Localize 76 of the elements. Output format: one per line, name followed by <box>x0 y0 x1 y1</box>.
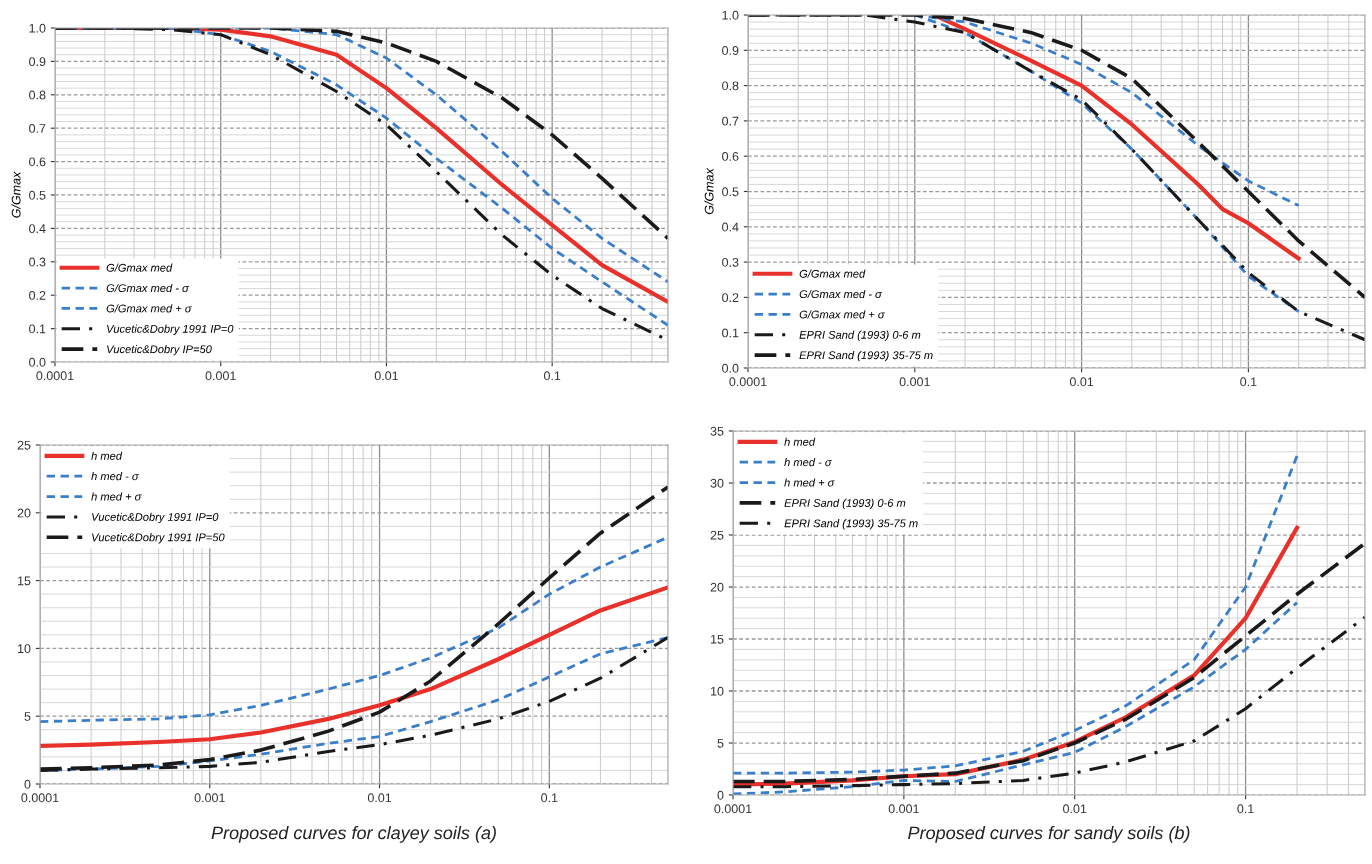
legend-label: Vucetic&Dobry 1991 IP=0 <box>92 512 219 524</box>
legend-label: h med <box>91 451 123 460</box>
y-tick-label: 0.8 <box>722 81 739 91</box>
legend-label: h med - σ <box>91 472 139 481</box>
y-tick-label: 0.0 <box>29 357 46 367</box>
y-tick-label: 0.1 <box>722 328 739 338</box>
y-tick-label: 20 <box>17 508 31 518</box>
y-tick-label: 0.1 <box>29 324 46 334</box>
y-tick-label: 0.6 <box>29 157 46 167</box>
y-tick-label: 0.7 <box>722 116 739 126</box>
legend-label: Vucetic&Dobry 1991 IP=0 <box>107 324 234 335</box>
y-tick-label: 15 <box>18 576 31 586</box>
x-tick-label: 0.1 <box>1240 377 1257 387</box>
legend-label: EPRI Sand (1993) 0-6 m <box>799 330 921 341</box>
y-tick-label: 0.5 <box>722 187 739 197</box>
legend-label: G/Gmax med <box>106 263 173 272</box>
x-tick-label: 0.01 <box>374 371 398 381</box>
x-tick-label: 0.0001 <box>729 377 767 387</box>
legend-label: G/Gmax med - σ <box>799 289 883 299</box>
y-tick-label: 0 <box>24 779 31 789</box>
legend-label: EPRI Sand (1993) 35-75 m <box>784 519 918 530</box>
y-tick-label: 10 <box>18 644 31 654</box>
legend-label: h med <box>784 437 816 446</box>
y-tick-label: 0 <box>717 790 724 800</box>
x-tick-label: 0.001 <box>205 371 236 381</box>
y-tick-label: 1.0 <box>722 10 739 20</box>
legend-label: G/Gmax med <box>799 269 866 278</box>
x-tick-label: 0.001 <box>194 793 225 803</box>
text: Proposed curves for clayey soils (a) <box>211 826 496 843</box>
y-tick-label: 0.3 <box>29 257 46 267</box>
y-tick-label: 20 <box>710 582 724 592</box>
y-tick-label: 0.0 <box>722 363 739 373</box>
legend-label: EPRI Sand (1993) 35-75 m <box>799 350 933 362</box>
y-tick-label: 1.0 <box>29 23 46 33</box>
y-tick-label: 30 <box>710 478 724 488</box>
legend-label: G/Gmax med + σ <box>799 310 885 319</box>
y-tick-label: 10 <box>711 686 724 696</box>
y-tick-label: 0.9 <box>29 57 46 67</box>
y-tick-label: 0.9 <box>722 46 739 55</box>
y-tick-label: 0.8 <box>29 90 46 100</box>
x-tick-label: 0.001 <box>899 377 930 387</box>
legend-label: h med + σ <box>784 478 835 487</box>
y-tick-label: 0.7 <box>29 124 46 133</box>
x-tick-label: 0.001 <box>888 804 919 814</box>
x-tick-label: 0.1 <box>1237 804 1254 814</box>
legend-label: G/Gmax med + σ <box>106 304 192 313</box>
y-tick-label: 0.4 <box>29 224 46 234</box>
y-axis-title: G/Gmax <box>11 171 21 218</box>
x-tick-label: 0.01 <box>1069 377 1094 387</box>
x-tick-label: 0.01 <box>1063 804 1087 814</box>
y-tick-label: 0.2 <box>29 291 46 300</box>
y-tick-label: 0.6 <box>722 152 739 161</box>
y-tick-label: 0.5 <box>29 190 46 200</box>
legend-label: G/Gmax med - σ <box>106 283 190 293</box>
y-tick-label: 5 <box>24 712 31 721</box>
legend-label: h med + σ <box>91 492 142 501</box>
y-tick-label: 35 <box>710 426 724 436</box>
y-tick-label: 15 <box>711 634 724 644</box>
x-tick-label: 0.0001 <box>36 371 74 381</box>
legend-label: h med - σ <box>784 458 832 467</box>
x-tick-label: 0.0001 <box>21 793 59 803</box>
x-tick-label: 0.01 <box>367 793 392 803</box>
legend-label: Vucetic&Dobry IP=50 <box>107 344 212 356</box>
y-tick-label: 25 <box>710 530 724 540</box>
text: Proposed curves for sandy soils (b) <box>908 826 1190 843</box>
legend-label: EPRI Sand (1993) 0-6 m <box>784 498 906 510</box>
x-tick-label: 0.0001 <box>714 804 752 814</box>
y-tick-label: 5 <box>717 738 724 748</box>
y-tick-label: 0.2 <box>722 293 739 303</box>
y-tick-label: 0.4 <box>722 222 739 232</box>
y-tick-label: 25 <box>17 440 31 450</box>
legend-label: Vucetic&Dobry 1991 IP=50 <box>92 533 225 544</box>
y-axis-title: G/Gmax <box>704 167 714 215</box>
x-tick-label: 0.1 <box>541 793 558 803</box>
x-tick-label: 0.1 <box>543 371 561 381</box>
y-tick-label: 0.3 <box>722 257 739 267</box>
